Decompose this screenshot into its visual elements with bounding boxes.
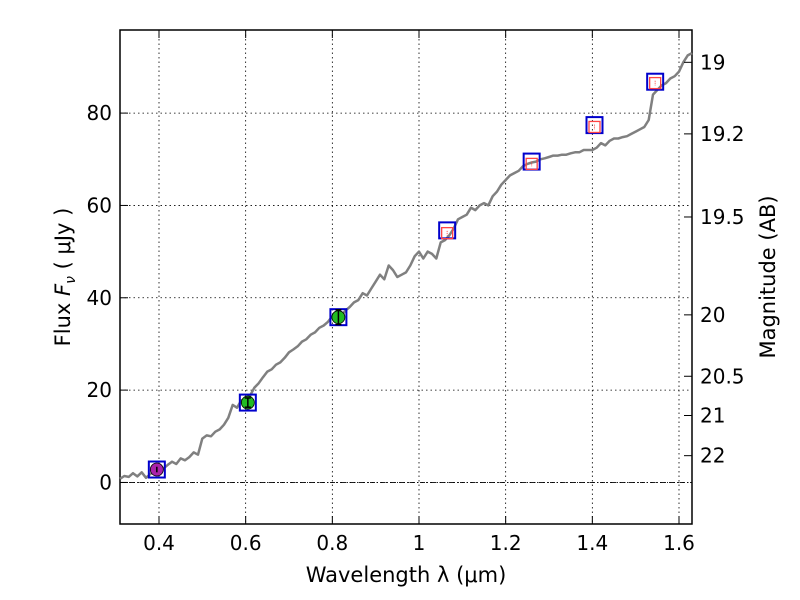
model-box [585,116,604,135]
y2-tick-label: 19.5 [700,205,745,229]
x-tick-label: 1.4 [576,531,608,555]
series-layer [119,51,693,480]
y-axis-label-symbol: F [51,283,75,296]
model-box [238,393,257,412]
spectrum-line [119,51,693,480]
y2-tick-label: 19 [700,50,725,74]
nir-point [525,157,538,171]
y-tick-label: 0 [99,470,112,494]
nir-point [588,120,601,134]
y2-tick-label: 22 [700,444,725,468]
x-axis-label: Wavelength λ (μm) [306,563,507,587]
y2-tick-label: 20.5 [700,364,745,388]
y-axis-label-suffix: ( μJy ) [51,208,75,276]
model-box [646,72,665,91]
y-tick-label: 60 [87,193,112,217]
x-tick-label: 0.4 [143,531,175,555]
nir-point [649,76,662,90]
x-tick-label: 1.6 [663,531,695,555]
x-tick-label: 1 [413,531,426,555]
nir-point [441,226,454,240]
y2-axis-label: Magnitude (AB) [756,195,780,358]
x-tick-label: 1.2 [490,531,522,555]
plot-area [119,29,693,525]
marker-layer [147,72,665,479]
ticks: 0.4 0.6 0.8 1 1.2 1.4 1.6 0 20 40 60 80 19 19.2 19.5 20… [87,30,745,555]
y-tick-label: 20 [87,378,112,402]
y2-tick-label: 21 [700,404,725,428]
x-tick-label: 0.6 [230,531,262,555]
x-tick-label: 0.8 [316,531,348,555]
y2-tick-label: 20 [700,303,725,327]
y-axis-label: Flux Fν ( μJy ) [51,208,79,347]
y2-tick-label: 19.2 [700,122,745,146]
model-box [147,460,166,479]
grid [120,30,692,524]
y-tick-label: 40 [87,286,112,310]
y-axis-label-subscript: ν [63,276,79,284]
y-tick-label: 80 [87,101,112,125]
y-axis-label-prefix: Flux [51,296,75,346]
